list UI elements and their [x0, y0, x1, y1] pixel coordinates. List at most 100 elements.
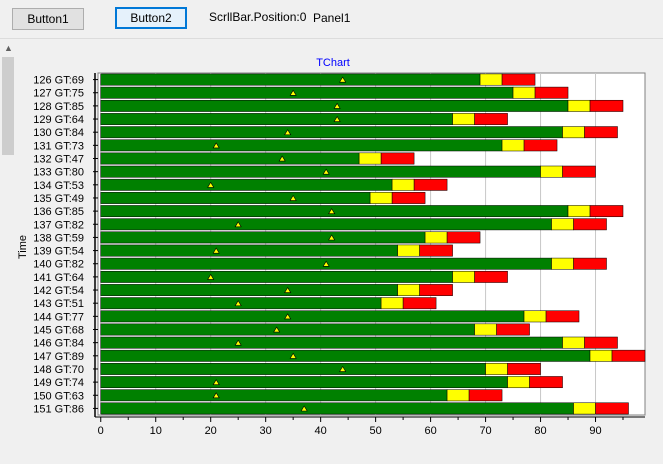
scroll-up-icon[interactable]: ▲	[4, 43, 13, 53]
bar-segment-yellow	[397, 244, 420, 257]
bar-segment-green	[100, 178, 393, 191]
bar-marker	[278, 155, 286, 162]
bar-marker	[207, 273, 215, 280]
bar-segment-red	[589, 99, 624, 112]
bar-marker	[328, 208, 336, 214]
bar-segment-green	[100, 363, 486, 375]
x-tick-label: 20	[205, 425, 217, 437]
bar-marker	[273, 326, 281, 333]
y-tick-label: 137 GT:82	[33, 219, 84, 231]
y-tick-label: 150 GT:63	[33, 390, 84, 402]
bar-marker	[212, 142, 220, 149]
bar-segment-red	[413, 178, 448, 191]
bar-segment-yellow	[391, 178, 415, 191]
y-tick-label: 135 GT:49	[33, 193, 84, 205]
bar-segment-green	[100, 402, 574, 415]
bar-segment-red	[534, 86, 569, 99]
bar-segment-yellow	[562, 336, 585, 349]
bar-segment-red	[589, 205, 624, 218]
bar-segment-red	[446, 231, 481, 244]
x-tick-label: 0	[98, 425, 104, 437]
x-tick-label: 30	[260, 425, 272, 437]
bar-segment-yellow	[474, 323, 497, 336]
bar-segment-green	[100, 86, 514, 99]
bar-segment-red	[501, 73, 536, 86]
bar-marker	[207, 181, 215, 188]
x-tick-label: 50	[369, 425, 381, 437]
y-tick-label: 133 GT:80	[33, 167, 84, 179]
bar-marker	[289, 194, 297, 201]
bar-segment-yellow	[567, 205, 591, 218]
y-tick-label: 127 GT:75	[33, 88, 84, 100]
bar-segment-green	[100, 376, 508, 389]
bar-segment-red	[573, 257, 607, 270]
bar-segment-green	[100, 165, 541, 178]
bar-segment-yellow	[573, 402, 596, 415]
bar-segment-green	[100, 270, 453, 283]
scroll-position-label: ScrllBar.Position:0	[209, 10, 307, 24]
bar-segment-yellow	[424, 231, 448, 244]
bar-segment-red	[496, 323, 530, 336]
bar-marker	[322, 168, 330, 175]
bar-segment-green	[100, 310, 525, 323]
bar-segment-green	[100, 323, 475, 336]
bar-marker	[339, 76, 347, 83]
bar-segment-green	[100, 139, 503, 152]
bar-marker	[333, 102, 341, 109]
bar-segment-red	[419, 284, 453, 296]
bar-segment-green	[100, 389, 448, 402]
bar-segment-red	[507, 363, 541, 375]
bar-segment-red	[468, 389, 503, 402]
bar-segment-red	[573, 218, 607, 231]
bar-marker	[339, 365, 347, 372]
y-tick-label: 139 GT:54	[33, 246, 84, 258]
bar-segment-yellow	[567, 99, 591, 112]
x-tick-label: 90	[589, 425, 601, 437]
bar-segment-red	[419, 244, 453, 257]
button1[interactable]: Button1	[12, 8, 84, 30]
vertical-scrollbar[interactable]: ▲	[0, 39, 17, 459]
y-tick-label: 151 GT:86	[33, 403, 84, 415]
bar-segment-green	[100, 336, 563, 349]
y-tick-label: 132 GT:47	[33, 154, 84, 166]
bar-marker	[284, 129, 292, 136]
x-tick-label: 10	[150, 425, 162, 437]
y-tick-label: 142 GT:54	[33, 285, 84, 297]
bar-segment-green	[100, 218, 552, 231]
bar-segment-red	[595, 402, 629, 415]
bar-segment-green	[100, 152, 360, 165]
bar-segment-red	[474, 113, 508, 125]
bar-segment-red	[380, 152, 415, 165]
y-tick-label: 140 GT:82	[33, 259, 84, 271]
bar-segment-green	[100, 113, 453, 125]
bar-segment-red	[523, 139, 558, 152]
bar-segment-yellow	[507, 376, 530, 389]
bar-marker	[328, 234, 336, 241]
scrollbar-thumb[interactable]	[2, 57, 14, 155]
bar-segment-green	[100, 231, 426, 244]
bar-marker	[284, 287, 292, 293]
y-tick-label: 143 GT:51	[33, 298, 84, 310]
y-tick-label: 149 GT:74	[33, 377, 84, 389]
bar-segment-red	[545, 310, 580, 323]
bar-segment-yellow	[358, 152, 382, 165]
x-tick-label: 40	[315, 425, 327, 437]
x-tick-label: 80	[534, 425, 546, 437]
bar-marker	[289, 89, 297, 96]
bar-segment-yellow	[501, 139, 525, 152]
bar-marker	[322, 260, 330, 267]
bar-segment-yellow	[452, 113, 475, 125]
x-tick-label: 70	[479, 425, 491, 437]
button2[interactable]: Button2	[115, 7, 187, 29]
x-tick-label: 60	[424, 425, 436, 437]
y-tick-label: 129 GT:64	[33, 114, 84, 126]
bar-segment-yellow	[446, 389, 470, 402]
chart-title: TChart	[316, 57, 350, 69]
bar-segment-red	[584, 336, 618, 349]
y-tick-label: 148 GT:70	[33, 364, 84, 376]
bar-segment-yellow	[562, 126, 585, 139]
y-tick-label: 128 GT:85	[33, 101, 84, 113]
y-tick-label: 126 GT:69	[33, 75, 84, 87]
bar-segment-yellow	[479, 73, 503, 86]
